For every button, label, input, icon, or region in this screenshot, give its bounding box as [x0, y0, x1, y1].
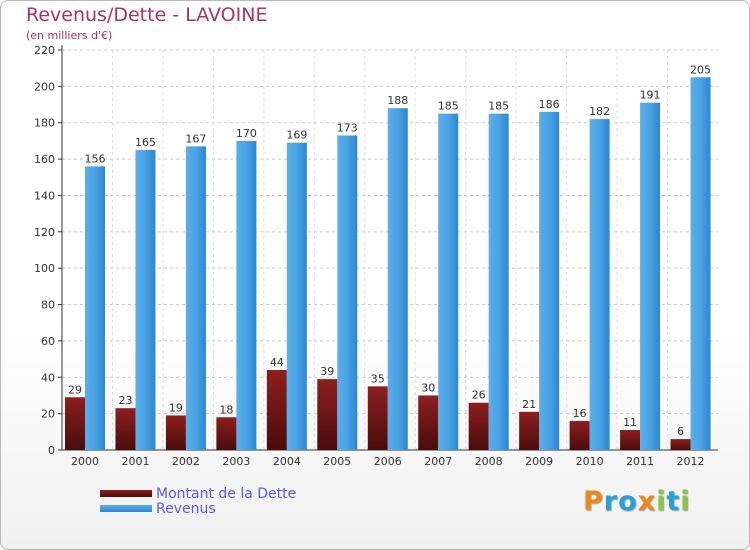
- revenue-value-label: 186: [539, 98, 560, 111]
- x-tick-label: 2006: [374, 455, 402, 468]
- legend-swatch-debt: [100, 490, 152, 497]
- debt-value-label: 35: [371, 372, 385, 385]
- y-tick-label: 80: [41, 299, 55, 312]
- revenue-bar: [387, 108, 408, 450]
- debt-value-label: 30: [421, 381, 435, 394]
- debt-bar: [165, 415, 186, 450]
- y-tick-label: 200: [34, 80, 55, 93]
- revenue-value-label: 182: [589, 105, 610, 118]
- debt-value-label: 18: [219, 403, 233, 416]
- debt-bar: [317, 379, 338, 450]
- logo-letter: t: [666, 486, 681, 517]
- x-tick-label: 2000: [71, 455, 99, 468]
- revenue-bar: [488, 113, 509, 451]
- proxiti-logo: Proxiti: [583, 486, 691, 517]
- debt-bar: [670, 439, 691, 450]
- logo-letter: P: [583, 486, 604, 517]
- revenue-bar: [185, 146, 206, 450]
- debt-bar: [468, 402, 489, 450]
- y-tick-label: 100: [34, 262, 55, 275]
- revenue-value-label: 169: [286, 129, 307, 142]
- revenue-bar: [589, 119, 610, 450]
- debt-value-label: 11: [623, 416, 637, 429]
- logo-letter: i: [680, 486, 691, 517]
- x-tick-label: 2012: [677, 455, 705, 468]
- revenue-bar: [337, 135, 358, 451]
- debt-value-label: 21: [522, 398, 536, 411]
- x-tick-label: 2003: [222, 455, 250, 468]
- y-tick-label: 0: [48, 444, 55, 457]
- debt-bar: [216, 417, 237, 450]
- revenue-bar: [438, 113, 459, 451]
- revenue-bar: [539, 111, 560, 451]
- revenue-value-label: 173: [337, 121, 358, 134]
- y-tick-label: 20: [41, 408, 55, 421]
- debt-value-label: 16: [573, 407, 587, 420]
- legend: Montant de la Dette Revenus: [100, 485, 297, 517]
- revenue-value-label: 191: [640, 89, 661, 102]
- y-tick-label: 140: [34, 189, 55, 202]
- revenue-bar: [640, 102, 661, 451]
- debt-value-label: 39: [320, 365, 334, 378]
- debt-value-label: 29: [68, 383, 82, 396]
- x-tick-label: 2010: [576, 455, 604, 468]
- debt-value-label: 23: [118, 394, 132, 407]
- legend-label-debt: Montant de la Dette: [156, 485, 297, 502]
- debt-bar: [115, 408, 136, 450]
- revenue-bar: [690, 77, 711, 450]
- revenue-bar: [135, 150, 156, 450]
- logo-letter: r: [603, 486, 619, 517]
- revenue-value-label: 185: [488, 100, 509, 113]
- legend-swatch-revenue: [100, 505, 152, 512]
- chart-title: Revenus/Dette - LAVOINE: [26, 4, 268, 26]
- revenue-value-label: 205: [690, 63, 711, 76]
- revenue-bar: [236, 140, 257, 450]
- y-tick-label: 60: [41, 335, 55, 348]
- logo-letter: x: [637, 486, 657, 517]
- x-tick-label: 2007: [424, 455, 452, 468]
- revenue-bar: [286, 142, 307, 450]
- debt-value-label: 6: [677, 425, 684, 438]
- debt-bar: [620, 430, 641, 450]
- debt-bar: [569, 420, 590, 450]
- x-tick-label: 2001: [121, 455, 149, 468]
- x-tick-label: 2008: [475, 455, 503, 468]
- revenue-value-label: 165: [135, 136, 156, 149]
- x-tick-label: 2011: [626, 455, 654, 468]
- bars: [65, 77, 711, 451]
- bar-chart: 0 20 40 60 80 100 120 140 160 180 200 220 2000 2001 20…: [34, 44, 718, 468]
- x-tick-label: 2005: [323, 455, 351, 468]
- logo-letter: o: [618, 486, 638, 517]
- chart-subtitle: (en milliers d'€): [26, 29, 113, 42]
- debt-value-label: 19: [169, 401, 183, 414]
- labels: 29 156 23 165 19 167 18 170 44 169 39 173 35 188 30 185…: [68, 63, 711, 438]
- revenue-bar: [85, 166, 105, 450]
- y-tick-label: 160: [34, 153, 55, 166]
- y-tick-label: 40: [41, 371, 55, 384]
- logo-letter: i: [656, 486, 667, 517]
- legend-item-debt: Montant de la Dette: [100, 485, 297, 502]
- x-tick-label: 2004: [273, 455, 301, 468]
- revenue-value-label: 185: [438, 100, 459, 113]
- y-tick-label: 180: [34, 117, 55, 130]
- legend-label-revenue: Revenus: [156, 500, 216, 517]
- revenue-value-label: 156: [85, 152, 106, 165]
- legend-item-revenue: Revenus: [100, 500, 296, 517]
- revenue-value-label: 167: [185, 132, 206, 145]
- debt-bar: [519, 411, 540, 450]
- debt-bar: [65, 397, 85, 450]
- debt-bar: [266, 370, 287, 450]
- debt-bar: [418, 395, 439, 450]
- revenue-value-label: 170: [236, 127, 257, 140]
- axes: 0 20 40 60 80 100 120 140 160 180 200 220 2000 2001 20…: [34, 44, 718, 468]
- debt-value-label: 26: [472, 389, 486, 402]
- debt-bar: [367, 386, 388, 450]
- x-tick-label: 2009: [525, 455, 553, 468]
- y-tick-label: 120: [34, 226, 55, 239]
- y-tick-label: 220: [34, 44, 55, 57]
- debt-value-label: 44: [270, 356, 284, 369]
- x-tick-label: 2002: [172, 455, 200, 468]
- revenue-value-label: 188: [387, 94, 408, 107]
